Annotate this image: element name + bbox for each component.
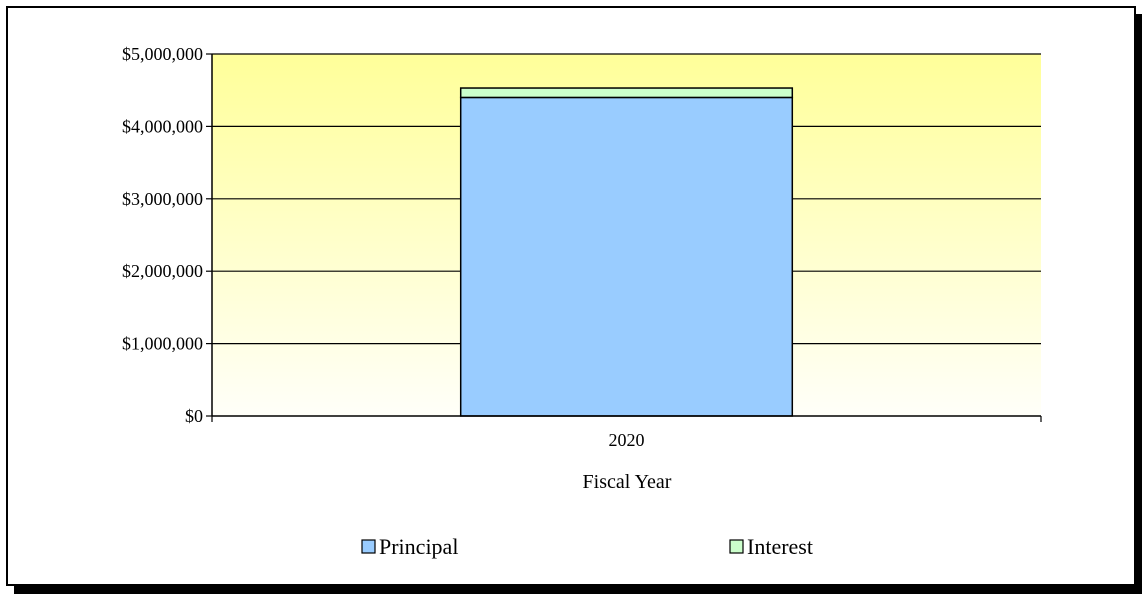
frame-shadow-bottom	[14, 586, 1140, 594]
legend-label-interest: Interest	[747, 534, 813, 559]
bar-principal	[459, 96, 794, 417]
legend-label-principal: Principal	[379, 534, 458, 559]
y-tick-label: $0	[185, 406, 203, 426]
axes	[206, 53, 1042, 422]
y-tick-label: $1,000,000	[122, 334, 203, 354]
bars	[459, 87, 794, 417]
y-tick-label: $5,000,000	[122, 44, 203, 64]
legend-swatch-principal	[361, 539, 376, 554]
x-axis-title: Fiscal Year	[583, 471, 672, 493]
y-tick-label: $3,000,000	[122, 189, 203, 209]
legend-swatch-interest	[729, 539, 744, 554]
y-tick-label: $2,000,000	[122, 261, 203, 281]
x-tick-labels: 2020	[609, 430, 645, 450]
y-tick-label: $4,000,000	[122, 116, 203, 136]
y-tick-labels: $0 $1,000,000 $2,000,000 $3,000,000 $4,000,0…	[122, 44, 203, 426]
x-tick-label: 2020	[609, 430, 645, 450]
bar-interest	[459, 87, 794, 99]
legend: Principal Interest	[361, 534, 813, 559]
frame-shadow-right	[1136, 14, 1142, 594]
